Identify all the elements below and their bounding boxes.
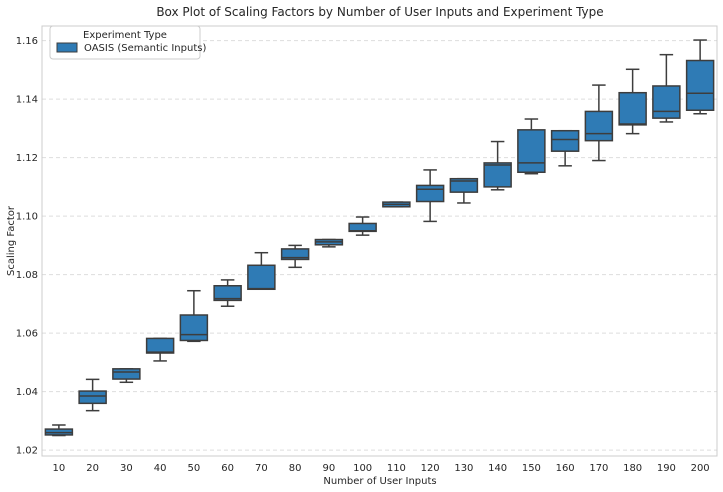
iqr-box <box>449 177 479 193</box>
y-tick-label: 1.12 <box>16 153 38 164</box>
iqr-box <box>415 184 445 203</box>
box-group <box>618 68 647 135</box>
x-tick-label: 150 <box>522 463 541 474</box>
x-tick-label: 50 <box>188 463 201 474</box>
y-tick-label: 1.02 <box>16 446 38 457</box>
x-tick-label: 170 <box>589 463 608 474</box>
box-group <box>247 251 276 291</box>
x-tick-label: 130 <box>454 463 473 474</box>
legend-swatch <box>56 42 78 53</box>
iqr-box <box>685 59 715 111</box>
box-group <box>179 289 209 343</box>
box-group <box>280 244 310 269</box>
x-tick-label: 30 <box>120 463 133 474</box>
x-tick-label: 190 <box>657 463 676 474</box>
box-group <box>78 378 107 412</box>
box-group <box>449 177 479 204</box>
x-tick-label: 40 <box>154 463 167 474</box>
grid-layer <box>42 40 717 451</box>
legend-entry-label: OASIS (Semantic Inputs) <box>84 43 206 54</box>
iqr-box <box>483 162 512 188</box>
iqr-box <box>78 390 107 405</box>
y-tick-label: 1.10 <box>16 212 38 223</box>
y-tick-label: 1.16 <box>16 36 38 47</box>
plot-frame <box>41 25 718 457</box>
x-tick-label: 20 <box>86 463 99 474</box>
x-tick-label: 140 <box>488 463 507 474</box>
y-axis-label: Scaling Factor <box>6 205 17 276</box>
legend: Experiment Type OASIS (Semantic Inputs) <box>49 25 206 60</box>
box-group <box>652 53 681 123</box>
x-tick-label: 10 <box>53 463 66 474</box>
x-axis-ticks: 10 20 30 40 50 60 70 80 90 100 110 120 130 140 150 160 1… <box>53 463 710 474</box>
box-group <box>517 118 546 175</box>
iqr-box <box>213 285 242 302</box>
x-tick-label: 110 <box>387 463 406 474</box>
x-tick-label: 90 <box>323 463 336 474</box>
x-tick-label: 60 <box>221 463 234 474</box>
iqr-box <box>584 110 614 142</box>
boxes-layer <box>44 39 715 437</box>
x-tick-label: 100 <box>353 463 372 474</box>
x-tick-label: 200 <box>691 463 710 474</box>
iqr-box <box>652 85 681 119</box>
legend-frame <box>49 25 201 60</box>
box-group <box>145 337 175 362</box>
iqr-box <box>618 91 647 126</box>
x-tick-label: 120 <box>421 463 440 474</box>
box-group <box>213 279 242 307</box>
iqr-box <box>517 129 546 174</box>
box-group <box>550 129 580 167</box>
y-tick-label: 1.14 <box>16 95 38 106</box>
iqr-box <box>179 314 209 342</box>
y-tick-label: 1.04 <box>16 387 38 398</box>
box-group <box>415 169 445 223</box>
legend-title: Experiment Type <box>83 30 167 41</box>
box-group <box>348 216 377 236</box>
box-group <box>483 140 512 191</box>
chart-title: Box Plot of Scaling Factors by Number of… <box>156 5 603 19</box>
y-tick-label: 1.08 <box>16 270 38 281</box>
box-group <box>685 39 715 115</box>
y-tick-label: 1.06 <box>16 329 38 340</box>
box-group <box>382 201 411 208</box>
x-tick-label: 70 <box>255 463 268 474</box>
x-tick-label: 160 <box>556 463 575 474</box>
iqr-box <box>550 129 580 152</box>
box-group <box>314 238 344 248</box>
box-group <box>44 424 74 437</box>
x-axis-label: Number of User Inputs <box>323 476 436 487</box>
x-tick-label: 180 <box>623 463 642 474</box>
box-group <box>112 368 141 384</box>
iqr-box <box>112 368 141 380</box>
y-axis-ticks: 1.02 1.04 1.06 1.08 1.10 1.12 1.14 1.16 <box>16 36 38 457</box>
box-group <box>584 84 614 162</box>
iqr-box <box>145 337 175 354</box>
iqr-box <box>280 248 310 261</box>
x-tick-label: 80 <box>289 463 302 474</box>
iqr-box <box>247 264 276 291</box>
